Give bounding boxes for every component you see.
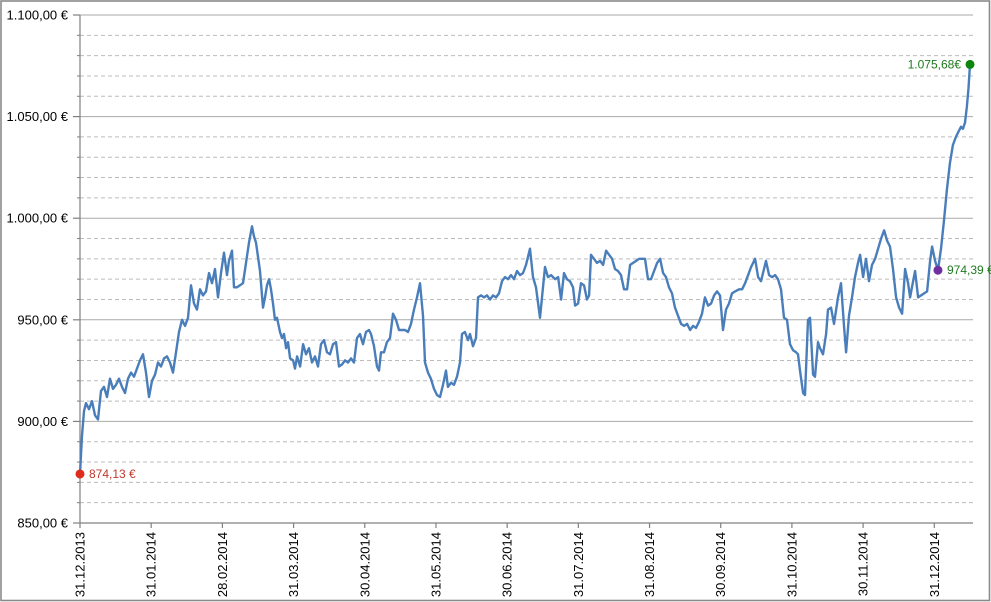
y-axis-label: 1.000,00 € xyxy=(7,211,69,226)
x-axis-label: 31.03.2014 xyxy=(286,532,301,597)
x-axis-label: 31.08.2014 xyxy=(642,532,657,597)
x-axis-label: 28.02.2014 xyxy=(215,532,230,597)
data-point-marker xyxy=(75,469,85,479)
y-axis-label: 850,00 € xyxy=(17,516,68,531)
data-point-label: 874,13 € xyxy=(89,467,136,481)
x-axis-label: 30.11.2014 xyxy=(856,532,871,596)
price-line xyxy=(78,63,972,476)
data-point-label: 1.075,68€ xyxy=(908,57,962,71)
x-axis-label: 31.10.2014 xyxy=(784,532,799,597)
x-axis-label: 31.07.2014 xyxy=(571,532,586,597)
y-axis-label: 1.100,00 € xyxy=(7,8,69,23)
y-axis-label: 950,00 € xyxy=(17,312,68,327)
x-axis-label: 30.06.2014 xyxy=(500,532,515,597)
y-axis-label: 1.050,00 € xyxy=(7,109,69,124)
data-point-label: 974,39 € xyxy=(947,263,991,277)
x-axis-label: 31.12.2014 xyxy=(927,532,942,597)
y-axis-label: 900,00 € xyxy=(17,414,68,429)
data-point-marker xyxy=(933,265,943,275)
x-axis-label: 30.04.2014 xyxy=(357,532,372,597)
x-axis-label: 31.12.2013 xyxy=(73,532,88,597)
x-axis-label: 31.01.2014 xyxy=(144,532,159,597)
x-axis-label: 30.09.2014 xyxy=(713,532,728,597)
data-point-marker xyxy=(965,59,975,69)
x-axis-label: 31.05.2014 xyxy=(428,532,443,597)
